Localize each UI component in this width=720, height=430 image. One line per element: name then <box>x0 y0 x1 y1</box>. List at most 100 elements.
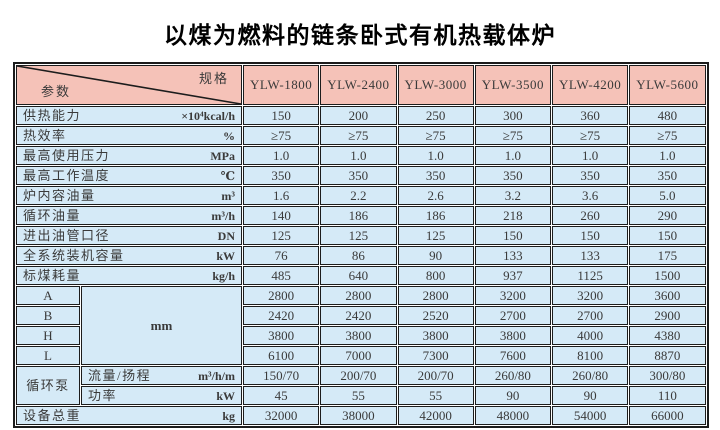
value-cell: ≥75 <box>243 126 320 145</box>
row-unit: ℃ <box>220 168 235 183</box>
dim-letter-cell: A <box>16 286 80 305</box>
value-cell: 350 <box>629 166 706 185</box>
row-unit: MPa <box>210 148 235 163</box>
column-header: YLW-5600 <box>629 65 706 105</box>
row-unit: kW <box>216 388 235 403</box>
value-cell: 3200 <box>474 286 551 305</box>
value-cell: 2700 <box>552 306 629 325</box>
column-header: YLW-3500 <box>474 65 551 105</box>
value-cell: 800 <box>397 266 474 285</box>
value-cell: 86 <box>320 246 397 265</box>
row-unit: DN <box>217 228 235 243</box>
value-cell: 54000 <box>552 406 629 425</box>
value-cell: 55 <box>397 386 474 405</box>
row-label: 供热能力 <box>23 107 82 123</box>
value-cell: 2520 <box>397 306 474 325</box>
value-cell: 1.0 <box>552 146 629 165</box>
value-cell: 260/80 <box>552 366 629 385</box>
value-cell: 3.6 <box>552 186 629 205</box>
value-cell: 7000 <box>320 346 397 365</box>
diagonal-line <box>17 66 241 104</box>
pump-group-cell: 循环泵 <box>16 366 80 405</box>
corner-cell: 规格 参数 <box>16 65 242 105</box>
dim-letter-cell: B <box>16 306 80 325</box>
row-label: 流量/扬程 <box>88 367 152 383</box>
value-cell: 3600 <box>629 286 706 305</box>
value-cell: 110 <box>629 386 706 405</box>
value-cell: 90 <box>474 386 551 405</box>
value-cell: 2.6 <box>397 186 474 205</box>
row-label: 热效率 <box>23 127 67 143</box>
value-cell: 300 <box>474 106 551 125</box>
value-cell: 1.0 <box>474 146 551 165</box>
value-cell: 200/70 <box>320 366 397 385</box>
row-label: 全系统装机容量 <box>23 247 125 263</box>
row-label: 功率 <box>88 387 118 403</box>
value-cell: 76 <box>243 246 320 265</box>
value-cell: 150 <box>552 226 629 245</box>
value-cell: 2800 <box>320 286 397 305</box>
dim-letter-cell: L <box>16 346 80 365</box>
row-label-cell: 全系统装机容量 kW <box>16 246 242 265</box>
value-cell: 125 <box>320 226 397 245</box>
value-cell: 8100 <box>552 346 629 365</box>
value-cell: 1.0 <box>397 146 474 165</box>
row-unit: % <box>223 128 235 143</box>
value-cell: 90 <box>552 386 629 405</box>
row-label-cell: 进出油管口径 DN <box>16 226 242 245</box>
value-cell: 2420 <box>320 306 397 325</box>
column-header: YLW-3000 <box>397 65 474 105</box>
value-cell: 48000 <box>474 406 551 425</box>
value-cell: ≥75 <box>320 126 397 145</box>
value-cell: ≥75 <box>552 126 629 145</box>
value-cell: 125 <box>243 226 320 245</box>
spec-table: 规格 参数 YLW-1800 YLW-2400 YLW-3000 YLW-3500 YLW-… <box>13 62 709 428</box>
row-unit: m³/h/m <box>198 368 235 383</box>
value-cell: 640 <box>320 266 397 285</box>
value-cell: 133 <box>474 246 551 265</box>
value-cell: 175 <box>629 246 706 265</box>
row-label-cell: 循环油量 m³/h <box>16 206 242 225</box>
value-cell: 1.0 <box>320 146 397 165</box>
value-cell: 2420 <box>243 306 320 325</box>
value-cell: 1.0 <box>629 146 706 165</box>
value-cell: 133 <box>552 246 629 265</box>
value-cell: 66000 <box>629 406 706 425</box>
value-cell: 150 <box>243 106 320 125</box>
value-cell: 4380 <box>629 326 706 345</box>
value-cell: 3200 <box>552 286 629 305</box>
value-cell: ≥75 <box>397 126 474 145</box>
value-cell: 2900 <box>629 306 706 325</box>
value-cell: 186 <box>320 206 397 225</box>
value-cell: 3.2 <box>474 186 551 205</box>
column-header: YLW-1800 <box>243 65 320 105</box>
column-header: YLW-4200 <box>552 65 629 105</box>
value-cell: 42000 <box>397 406 474 425</box>
value-cell: 125 <box>397 226 474 245</box>
row-label: 循环油量 <box>23 207 82 223</box>
value-cell: 200 <box>320 106 397 125</box>
value-cell: 2800 <box>243 286 320 305</box>
row-unit: kg <box>222 408 235 423</box>
row-label-cell: 炉内容油量 m³ <box>16 186 242 205</box>
value-cell: 3800 <box>320 326 397 345</box>
value-cell: 8870 <box>629 346 706 365</box>
pump-label-cell: 流量/扬程 m³/h/m <box>81 366 242 385</box>
value-cell: 32000 <box>243 406 320 425</box>
value-cell: 5.0 <box>629 186 706 205</box>
row-unit: kg/h <box>212 268 235 283</box>
row-unit: ×10⁴kcal/h <box>181 108 235 123</box>
spec-table-container: 规格 参数 YLW-1800 YLW-2400 YLW-3000 YLW-3500 YLW-… <box>13 62 709 428</box>
row-unit: m³/h <box>211 208 235 223</box>
value-cell: 3800 <box>397 326 474 345</box>
row-label-cell: 热效率% <box>16 126 242 145</box>
value-cell: 7600 <box>474 346 551 365</box>
row-unit: kW <box>216 248 235 263</box>
value-cell: 350 <box>397 166 474 185</box>
value-cell: 485 <box>243 266 320 285</box>
row-label-cell: 标煤耗量 kg/h <box>16 266 242 285</box>
column-header: YLW-2400 <box>320 65 397 105</box>
value-cell: 360 <box>552 106 629 125</box>
value-cell: 218 <box>474 206 551 225</box>
value-cell: 38000 <box>320 406 397 425</box>
